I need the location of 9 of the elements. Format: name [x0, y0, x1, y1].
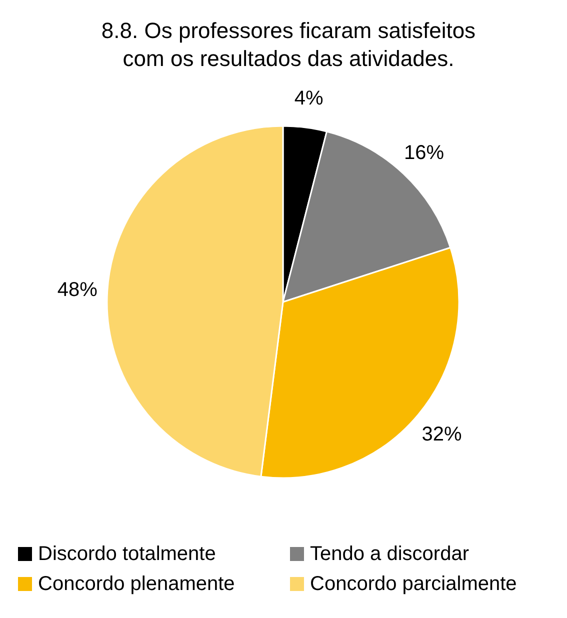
legend-label: Concordo plenamente	[38, 573, 235, 595]
chart-title: 8.8. Os professores ficaram satisfeitos com os resultados das atividades.	[101, 18, 476, 71]
legend-label: Discordo totalmente	[38, 543, 216, 565]
data-label: 16%	[404, 142, 444, 164]
legend-label: Tendo a discordar	[310, 543, 470, 565]
legend-label: Concordo parcialmente	[310, 573, 517, 595]
data-label: 4%	[294, 88, 324, 110]
data-label: 32%	[422, 423, 462, 446]
data-label: 48%	[57, 279, 98, 302]
